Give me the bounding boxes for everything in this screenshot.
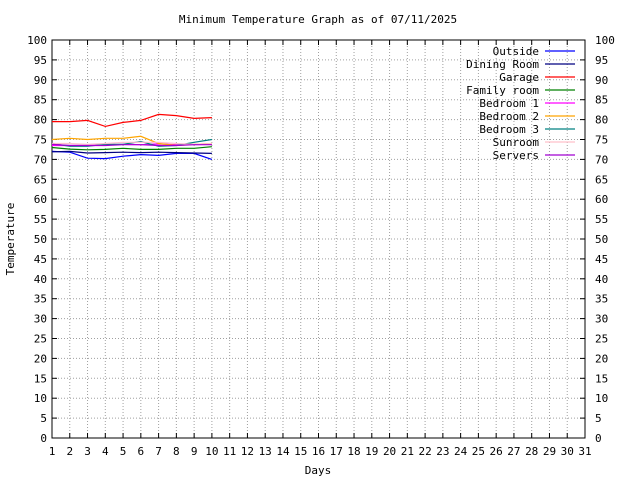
- legend-label: Bedroom 1: [479, 97, 539, 110]
- grid: [52, 40, 585, 438]
- x-tick-label: 21: [401, 445, 414, 458]
- legend-label: Outside: [493, 45, 539, 58]
- x-tick-label: 17: [330, 445, 343, 458]
- y-tick-label-right: 90: [595, 74, 608, 87]
- y-tick-label-right: 20: [595, 352, 608, 365]
- y-tick-label-left: 40: [34, 273, 47, 286]
- chart-title: Minimum Temperature Graph as of 07/11/20…: [179, 13, 457, 26]
- x-tick-label: 30: [561, 445, 574, 458]
- x-tick-label: 11: [223, 445, 236, 458]
- y-tick-label-right: 50: [595, 233, 608, 246]
- legend-label: Bedroom 3: [479, 123, 539, 136]
- series-line: [51, 143, 212, 147]
- x-tick-label: 31: [578, 445, 591, 458]
- y-tick-label-right: 25: [595, 333, 608, 346]
- y-axis-label: Temperature: [4, 203, 17, 276]
- x-tick-label: 2: [66, 445, 73, 458]
- y-tick-label-left: 70: [34, 153, 47, 166]
- series-line: [51, 150, 212, 154]
- y-tick-label-left: 25: [34, 333, 47, 346]
- y-tick-label-right: 10: [595, 392, 608, 405]
- y-tick-label-right: 0: [595, 432, 602, 445]
- y-tick-label-right: 40: [595, 273, 608, 286]
- x-tick-label: 5: [120, 445, 127, 458]
- x-tick-label: 18: [347, 445, 360, 458]
- x-tick-label: 19: [365, 445, 378, 458]
- series-lines: [51, 113, 213, 160]
- y-tick-label-right: 65: [595, 173, 608, 186]
- legend-label: Bedroom 2: [479, 110, 539, 123]
- x-tick-label: 15: [294, 445, 307, 458]
- y-tick-label-right: 85: [595, 94, 608, 107]
- y-tick-label-left: 100: [27, 34, 47, 47]
- x-tick-label: 10: [205, 445, 218, 458]
- x-tick-label: 8: [173, 445, 180, 458]
- y-tick-label-left: 15: [34, 372, 47, 385]
- y-tick-label-right: 35: [595, 293, 608, 306]
- y-tick-label-left: 45: [34, 253, 47, 266]
- y-tick-label-left: 0: [40, 432, 47, 445]
- x-tick-label: 6: [138, 445, 145, 458]
- y-tick-label-left: 75: [34, 134, 47, 147]
- x-tick-label: 20: [383, 445, 396, 458]
- x-tick-label: 4: [102, 445, 109, 458]
- y-tick-label-left: 80: [34, 114, 47, 127]
- x-tick-label: 23: [436, 445, 449, 458]
- y-tick-label-right: 30: [595, 313, 608, 326]
- y-tick-label-left: 5: [40, 412, 47, 425]
- x-tick-label: 13: [259, 445, 272, 458]
- y-tick-label-right: 5: [595, 412, 602, 425]
- y-tick-label-left: 35: [34, 293, 47, 306]
- x-tick-label: 16: [312, 445, 325, 458]
- x-tick-label: 12: [241, 445, 254, 458]
- y-tick-label-left: 90: [34, 74, 47, 87]
- x-tick-label: 27: [507, 445, 520, 458]
- y-tick-label-right: 15: [595, 372, 608, 385]
- y-tick-label-right: 60: [595, 193, 608, 206]
- y-tick-label-left: 10: [34, 392, 47, 405]
- series-line: [52, 141, 212, 145]
- y-tick-label-right: 55: [595, 213, 608, 226]
- x-tick-label: 26: [490, 445, 503, 458]
- legend-label: Servers: [493, 149, 539, 162]
- x-tick-label: 3: [84, 445, 91, 458]
- legend-label: Dining Room: [466, 58, 539, 71]
- series-line: [52, 113, 212, 128]
- x-tick-label: 9: [191, 445, 198, 458]
- x-tick-label: 28: [525, 445, 538, 458]
- y-tick-label-left: 95: [34, 54, 47, 67]
- y-tick-label-right: 95: [595, 54, 608, 67]
- x-tick-label: 1: [49, 445, 56, 458]
- x-tick-label: 29: [543, 445, 556, 458]
- x-tick-label: 14: [276, 445, 290, 458]
- y-tick-label-right: 75: [595, 134, 608, 147]
- legend-label: Family room: [466, 84, 539, 97]
- x-tick-label: 24: [454, 445, 468, 458]
- legend-label: Sunroom: [493, 136, 540, 149]
- y-tick-label-right: 45: [595, 253, 608, 266]
- x-tick-label: 7: [155, 445, 162, 458]
- y-tick-label-left: 50: [34, 233, 47, 246]
- y-tick-label-right: 70: [595, 153, 608, 166]
- y-tick-label-right: 100: [595, 34, 615, 47]
- y-tick-label-left: 30: [34, 313, 47, 326]
- y-tick-label-left: 65: [34, 173, 47, 186]
- y-tick-label-right: 80: [595, 114, 608, 127]
- x-axis-label: Days: [305, 464, 332, 477]
- y-tick-label-left: 20: [34, 352, 47, 365]
- series-line: [51, 146, 212, 151]
- y-tick-label-left: 55: [34, 213, 47, 226]
- x-tick-label: 22: [418, 445, 431, 458]
- y-tick-label-left: 60: [34, 193, 47, 206]
- legend-label: Garage: [499, 71, 539, 84]
- y-tick-label-left: 85: [34, 94, 47, 107]
- x-tick-label: 25: [472, 445, 485, 458]
